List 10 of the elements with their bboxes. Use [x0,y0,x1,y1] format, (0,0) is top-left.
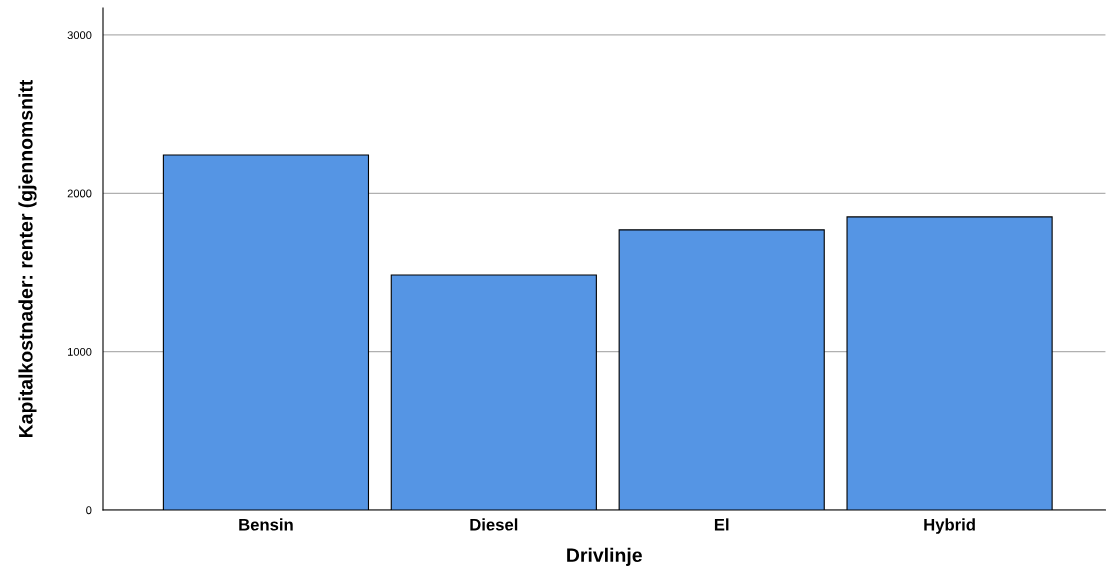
y-tick-label: 0 [86,506,92,515]
y-axis-title: Kapitalkostnader: renter (gjennomsnitt [18,79,37,438]
x-axis-title: Drivlinje [567,547,642,566]
x-tick-label: El [714,518,729,531]
x-tick-label: Diesel [470,518,518,531]
y-tick-label: 3000 [67,31,92,40]
x-tick-label: Hybrid [924,518,975,534]
y-tick-label: 2000 [67,189,92,198]
y-tick-label: 1000 [68,347,92,356]
x-tick-label: Bensin [239,518,293,531]
